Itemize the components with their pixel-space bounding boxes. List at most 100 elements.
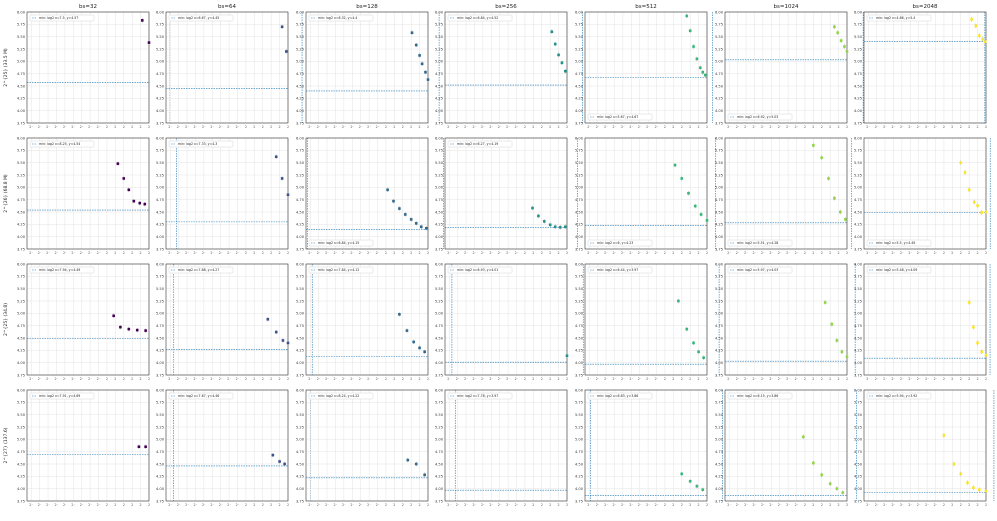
x-tick-label: 2⁻ <box>168 251 172 255</box>
x-tick-label: 2⁻ <box>934 503 938 507</box>
y-tick-label: 4.25 <box>435 349 443 353</box>
data-point <box>138 201 142 205</box>
panel-frame <box>724 263 848 376</box>
data-point <box>698 66 702 70</box>
x-tick-label: 2⁻ <box>88 503 92 507</box>
x-tick-label: 2 <box>541 377 543 381</box>
x-tick-label: 2⁻ <box>506 377 510 381</box>
x-tick-label: 2⁻ <box>727 377 731 381</box>
x-tick-label: 2⁻ <box>185 125 189 129</box>
y-tick-label: 4.00 <box>715 487 724 491</box>
data-point <box>274 155 278 159</box>
x-tick-label: 2 <box>393 503 395 507</box>
x-tick-label: 2⁻ <box>917 251 921 255</box>
x-tick-label: 2 <box>951 251 953 255</box>
x-tick-label: 2 <box>812 125 814 129</box>
panel-frame <box>444 263 568 376</box>
panel-frame <box>724 137 848 250</box>
x-tick-label: 2 <box>821 125 823 129</box>
x-tick-label: 2⁻ <box>795 503 799 507</box>
y-tick-label: 4.50 <box>296 336 305 340</box>
y-tick-label: 5.75 <box>435 149 443 153</box>
panel-r0-c4: 3.75 4.00 4.25 4.50 4.75 5.00 5.25 5.50 5.75 6.00… <box>575 10 713 129</box>
data-point <box>976 341 979 345</box>
x-tick-label: 2 <box>114 377 116 381</box>
x-tick-label: 2 <box>253 377 255 381</box>
x-tick-label: 2⁻ <box>473 377 477 381</box>
y-tick-label: 3.75 <box>575 373 583 377</box>
panel-r3-c2: 3.75 4.00 4.25 4.50 4.75 5.00 5.25 5.50 5.75 6.00… <box>296 388 456 507</box>
x-tick-label: 2 <box>672 377 674 381</box>
x-tick-label: 2⁻ <box>506 125 510 129</box>
y-tick-label: 3.75 <box>435 121 443 125</box>
legend-label: min: log2 x=5.67, y=4.67 <box>597 115 638 119</box>
x-tick-label: 2 <box>960 251 962 255</box>
y-tick-label: 5.75 <box>575 401 583 405</box>
x-tick-label: 2 <box>664 125 666 129</box>
data-point <box>688 479 692 483</box>
x-tick-label: 2⁻ <box>473 251 477 255</box>
x-tick-label: 2 <box>689 251 691 255</box>
x-tick-label: 2 <box>253 251 255 255</box>
data-point <box>144 329 147 332</box>
x-tick-label: 2⁻ <box>38 377 42 381</box>
x-tick-label: 2⁻ <box>778 503 782 507</box>
x-tick-label: 2 <box>960 125 962 129</box>
x-tick-label: 2⁻ <box>325 377 329 381</box>
y-tick-label: 4.00 <box>17 235 26 239</box>
data-point <box>116 162 120 165</box>
data-point <box>695 57 699 61</box>
x-tick-label: 2⁻ <box>629 251 633 255</box>
y-tick-label: 6.00 <box>435 388 444 392</box>
x-tick-label: 2⁻ <box>325 251 329 255</box>
y-tick-label: 5.25 <box>156 299 164 303</box>
x-tick-label: 2⁻ <box>795 251 799 255</box>
panel-r3-c5: 3.75 4.00 4.25 4.50 4.75 5.00 5.25 5.50 5.75 6.00… <box>715 388 857 507</box>
x-tick-label: 2 <box>977 251 979 255</box>
x-tick-label: 2⁻ <box>786 251 790 255</box>
x-tick-label: 2⁻ <box>489 503 493 507</box>
panel-r1-c5: 3.75 4.00 4.25 4.50 4.75 5.00 5.25 5.50 5.75 6.00… <box>715 136 852 255</box>
panel-frame <box>444 389 568 502</box>
y-tick-label: 5.00 <box>296 438 305 442</box>
y-tick-label: 5.50 <box>435 287 444 291</box>
x-tick-label: 2⁻ <box>210 125 214 129</box>
y-tick-label: 4.50 <box>575 210 584 214</box>
data-point <box>845 50 849 53</box>
y-tick-label: 3.75 <box>17 373 25 377</box>
y-tick-label: 5.25 <box>156 173 164 177</box>
x-tick-label: 2⁻ <box>786 377 790 381</box>
x-tick-label: 2⁻ <box>925 251 929 255</box>
x-tick-label: 2⁻ <box>177 377 181 381</box>
data-point <box>840 350 844 354</box>
x-tick-label: 2⁻ <box>908 377 912 381</box>
x-tick-label: 2 <box>541 125 543 129</box>
y-tick-label: 6.00 <box>575 136 584 140</box>
y-tick-label: 5.75 <box>156 23 164 27</box>
data-point <box>845 355 849 359</box>
x-tick-label: 2 <box>846 503 848 507</box>
data-point <box>977 488 981 491</box>
x-tick-label: 2⁻ <box>473 503 477 507</box>
y-tick-label: 3.75 <box>854 121 862 125</box>
panel-r3-c3: 3.75 4.00 4.25 4.50 4.75 5.00 5.25 5.50 5.75 6.00… <box>435 388 591 507</box>
x-tick-label: 2⁻ <box>334 251 338 255</box>
legend-box <box>587 113 653 121</box>
data-point <box>537 214 540 218</box>
y-tick-label: 4.75 <box>435 450 443 454</box>
x-tick-label: 2⁻ <box>376 251 380 255</box>
x-tick-label: 2⁻ <box>621 125 625 129</box>
data-point <box>984 210 988 214</box>
x-tick-label: 2⁻ <box>317 377 321 381</box>
y-tick-label: 5.50 <box>296 35 305 39</box>
data-point <box>981 37 984 41</box>
x-tick-label: 2⁻ <box>97 125 101 129</box>
x-tick-label: 2⁻ <box>875 125 879 129</box>
x-tick-label: 2⁻ <box>473 125 477 129</box>
data-point <box>286 341 290 345</box>
y-tick-label: 6.00 <box>854 10 863 14</box>
y-tick-label: 4.75 <box>435 198 443 202</box>
x-tick-label: 2⁻ <box>227 251 231 255</box>
x-tick-label: 2⁻ <box>753 251 757 255</box>
data-point <box>705 219 709 222</box>
